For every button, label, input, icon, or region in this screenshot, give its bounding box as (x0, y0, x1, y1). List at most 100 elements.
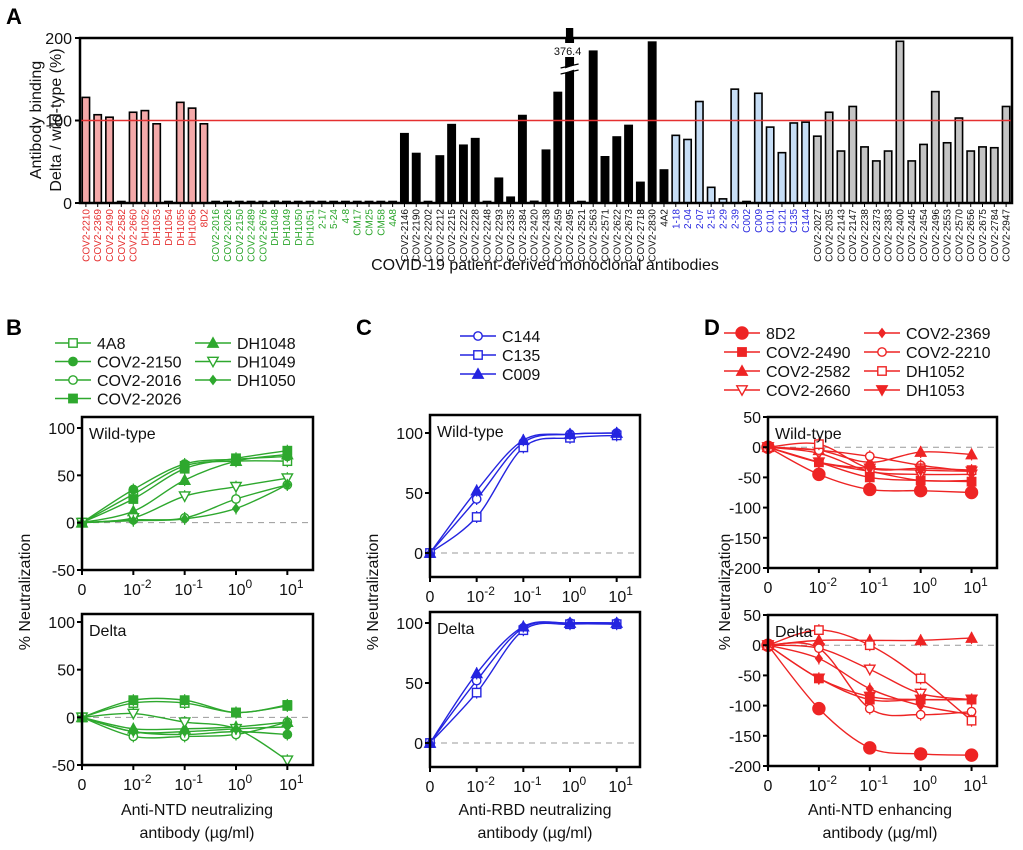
category-label: COV2-2293 (494, 209, 505, 262)
category-label: DH1053 (152, 209, 163, 246)
data-point (967, 475, 976, 486)
bar (966, 150, 976, 204)
legend-label: COV2-2490 (766, 345, 851, 362)
category-label: C121 (777, 209, 788, 233)
legend-label: C135 (502, 348, 540, 365)
legend-item: 4A8 (55, 336, 126, 353)
bar (895, 40, 905, 204)
category-label: COV2-2718 (636, 209, 647, 262)
x-tick-base: 10 (912, 580, 930, 597)
legend-label: COV2-2016 (97, 373, 182, 390)
series-curve-c135 (429, 622, 617, 744)
x-tick-exponent: 0 (580, 774, 587, 788)
x-tick-base: 0 (78, 582, 87, 599)
subplot-title: Delta (775, 624, 812, 641)
legend-item: C135 (460, 348, 540, 365)
data-point (913, 747, 928, 761)
category-label: COV2-2146 (400, 209, 411, 262)
category-label: DH1055 (176, 209, 187, 246)
bar (458, 144, 468, 204)
data-point (128, 484, 139, 495)
bar (871, 160, 881, 204)
data-point (179, 463, 190, 474)
data-point (813, 439, 824, 450)
y-tick-label: -50 (738, 470, 761, 487)
x-tick-exponent: 1 (981, 773, 988, 787)
x-tick-base: 10 (562, 589, 580, 606)
category-label: 2-04 (683, 209, 694, 229)
legend-item: COV2-2016 (55, 373, 182, 390)
category-label: C009 (754, 209, 765, 233)
x-tick-label: 10-2 (809, 575, 838, 597)
category-label: COV2-2445 (907, 209, 918, 262)
bar (494, 177, 504, 204)
category-label: COV2-2563 (589, 209, 600, 262)
category-label: COV2-2143 (836, 209, 847, 262)
data-point (129, 515, 138, 527)
y-tick-label: 100 (48, 615, 75, 632)
legend-item: DH1048 (195, 336, 296, 353)
data-point (231, 494, 241, 504)
y-tick-label: 200 (45, 31, 72, 48)
y-tick-label: 0 (752, 638, 761, 655)
data-point (863, 741, 877, 755)
category-label: 4A8 (388, 209, 399, 227)
x-tick-base: 10 (860, 580, 878, 597)
category-label: COV2-2830 (648, 209, 659, 262)
data-point (863, 691, 877, 704)
data-point (126, 708, 140, 721)
y-tick-label: 100 (45, 114, 72, 131)
data-point (864, 451, 875, 462)
legend-marker-icon (68, 338, 78, 348)
bar (175, 101, 185, 204)
bar (411, 152, 421, 204)
x-tick-base: 10 (228, 582, 246, 599)
x-tick-exponent: 1 (626, 584, 633, 598)
legend-label: COV2-2026 (97, 392, 182, 409)
x-tick-label: 0 (78, 777, 87, 794)
category-label: COV2-2222 (459, 209, 470, 262)
category-label: COV2-2571 (600, 209, 611, 262)
data-point (178, 491, 192, 503)
data-point (863, 482, 877, 497)
legend-item: DH1053 (864, 383, 965, 400)
bar (93, 113, 103, 204)
panel-label-a: A (6, 4, 22, 29)
data-point (812, 467, 826, 482)
data-point (231, 723, 241, 735)
category-label: COV2-2454 (919, 209, 930, 262)
data-point (863, 463, 877, 475)
category-label: C101 (766, 209, 777, 233)
category-label: COV2-2027 (813, 209, 824, 262)
data-point (915, 709, 926, 720)
y-tick-label: 0 (66, 516, 75, 533)
x-axis-title-line1: Anti-NTD enhancing (808, 802, 952, 819)
legend-item: COV2-2490 (724, 345, 851, 362)
y-tick-label: 100 (396, 616, 423, 633)
data-point (282, 700, 293, 710)
x-tick-base: 10 (279, 777, 297, 794)
category-label: COV2-2489 (247, 209, 258, 262)
category-label: COV2-2420 (530, 209, 541, 262)
x-tick-base: 10 (963, 580, 981, 597)
bar (199, 123, 209, 204)
category-label: COV2-2438 (542, 209, 553, 262)
panel-label-d: D (704, 315, 720, 340)
x-tick-label: 10-1 (860, 575, 889, 597)
legend-label: COV2-2582 (766, 364, 851, 381)
x-tick-label: 100 (228, 772, 253, 794)
legend-marker-icon (68, 356, 78, 367)
bar (671, 134, 681, 204)
y-tick-label: -50 (52, 563, 75, 580)
x-tick-base: 10 (608, 779, 626, 796)
data-point (914, 445, 928, 457)
x-tick-base: 10 (174, 777, 192, 794)
data-point (563, 616, 577, 628)
x-tick-label: 101 (279, 577, 304, 599)
category-label: COV2-2026 (223, 209, 234, 262)
y-tick-label: 0 (63, 196, 72, 213)
data-point (470, 483, 484, 496)
